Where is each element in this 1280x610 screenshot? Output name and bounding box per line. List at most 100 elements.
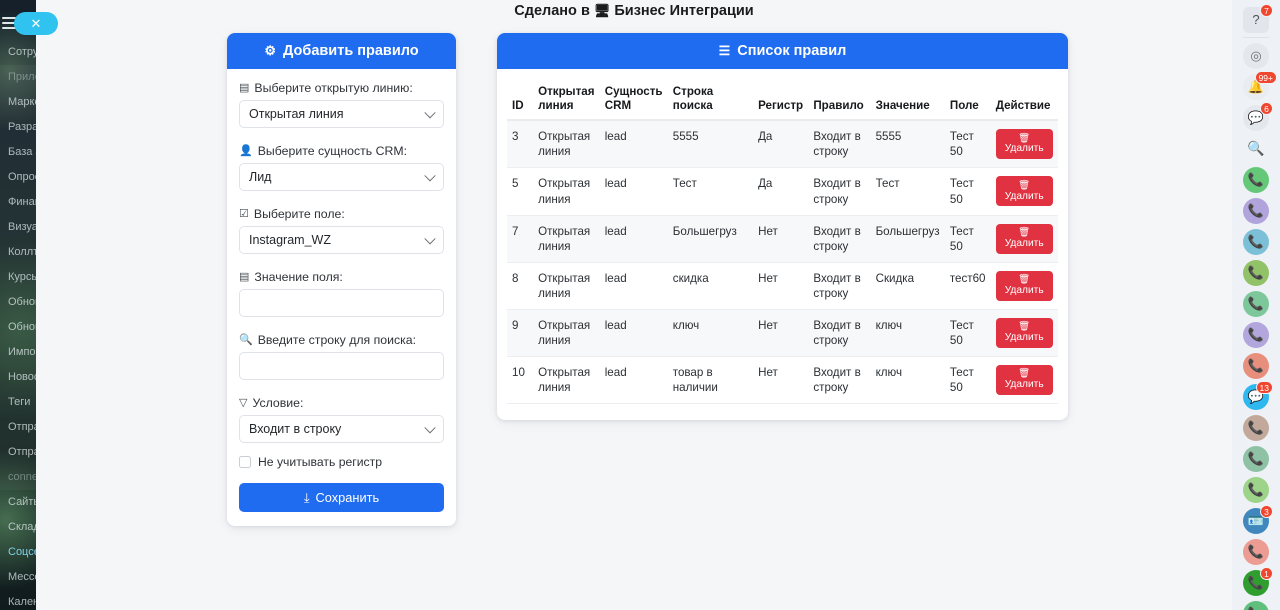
- rail-item-openline-chat[interactable]: 💬 13: [1232, 381, 1280, 412]
- table-cell-open-line: Открытая линия: [533, 215, 600, 263]
- delete-rule-button[interactable]: 🗑 Удалить: [995, 223, 1053, 254]
- background-menu-item[interactable]: База знаний: [0, 140, 36, 165]
- rail-item-contact-call-1[interactable]: 📞: [1232, 164, 1280, 195]
- notification-badge: 3: [1260, 505, 1273, 518]
- rail-item-automation[interactable]: ◎: [1232, 40, 1280, 71]
- open-line-select[interactable]: Открытая линия: [239, 100, 444, 128]
- contact-call-11[interactable]: 📞: [1243, 538, 1269, 565]
- made-by-banner: Сделано в 🖥 Бизнес Интеграции: [36, 0, 1232, 22]
- delete-rule-button-label: Удалить: [1004, 284, 1044, 296]
- rail-item-help[interactable]: ? 7: [1232, 4, 1280, 35]
- background-menu-item[interactable]: Мессенджеры: [8, 571, 36, 583]
- contact-call-6[interactable]: 📞: [1243, 321, 1269, 348]
- rail-item-contact-call-5[interactable]: 📞: [1232, 288, 1280, 319]
- background-menu-item[interactable]: Коллтрекинг: [0, 240, 36, 265]
- delete-rule-button[interactable]: 🗑 Удалить: [995, 129, 1053, 160]
- background-menu-item[interactable]: Сайты: [8, 496, 36, 508]
- background-menu-item[interactable]: connectors: [0, 465, 36, 490]
- background-menu-item[interactable]: Визуальный конструктор: [0, 215, 36, 240]
- search-string-input[interactable]: [239, 352, 444, 380]
- condition-select[interactable]: Входит в строку: [239, 415, 444, 443]
- ignore-case-checkbox[interactable]: [239, 456, 251, 468]
- background-menu-item[interactable]: Отправка писем: [0, 440, 36, 465]
- contact-call-13[interactable]: 📞: [1243, 600, 1269, 610]
- rail-item-chat[interactable]: 💬 6: [1232, 102, 1280, 133]
- background-menu-item[interactable]: Разработчикам: [0, 115, 36, 140]
- table-cell-search-string: ключ: [667, 309, 754, 357]
- delete-rule-button[interactable]: 🗑 Удалить: [995, 270, 1053, 301]
- rail-item-contact-call-10[interactable]: 📞: [1232, 474, 1280, 505]
- table-row: 9 Открытая линия lead ключ Нет Входит в строк…: [507, 309, 1058, 357]
- background-menu-item[interactable]: Новости: [0, 365, 36, 390]
- contact-call-5[interactable]: 📞: [1243, 290, 1269, 317]
- save-button[interactable]: ⤓ Сохранить: [239, 483, 444, 512]
- chat-icon[interactable]: 💬: [1243, 104, 1269, 131]
- open-line-select-value: Открытая линия: [249, 107, 344, 121]
- table-cell-search-string: Тест: [667, 167, 754, 216]
- background-menu-item[interactable]: Приложения: [0, 65, 36, 90]
- rules-table-column-header: Поле: [944, 77, 991, 122]
- field-value-input[interactable]: [239, 289, 444, 317]
- contact-call-2[interactable]: 📞: [1243, 197, 1269, 224]
- rail-item-contact-call-8[interactable]: 📞: [1232, 412, 1280, 443]
- rail-item-contact-call-11[interactable]: 📞: [1232, 536, 1280, 567]
- rail-item-contact-call-13[interactable]: 📞: [1232, 598, 1280, 610]
- table-cell-open-line: Открытая линия: [533, 120, 600, 169]
- contact-call-12[interactable]: 📞: [1243, 569, 1269, 596]
- background-menu-item[interactable]: Импорт данных: [0, 340, 36, 365]
- rail-item-notifications[interactable]: 🔔 99+: [1232, 71, 1280, 102]
- chevron-down-icon: [424, 107, 436, 119]
- crm-entity-select[interactable]: Лид: [239, 163, 444, 191]
- add-rule-card-header: ⚙ Добавить правило: [227, 33, 456, 69]
- ignore-case-label: Не учитывать регистр: [258, 455, 382, 469]
- condition-label: ▽ Условие:: [239, 396, 444, 410]
- background-menu-item[interactable]: Склад: [8, 521, 36, 533]
- contact-call-4[interactable]: 📞: [1243, 259, 1269, 286]
- delete-rule-button[interactable]: 🗑 Удалить: [995, 364, 1053, 395]
- rail-item-contact-card[interactable]: 🪪 3: [1232, 505, 1280, 536]
- rail-item-contact-call-7[interactable]: 📞: [1232, 350, 1280, 381]
- delete-rule-button-label: Удалить: [1004, 190, 1044, 202]
- background-menu-item[interactable]: Обновления: [0, 290, 36, 315]
- contact-call-1[interactable]: 📞: [1243, 166, 1269, 193]
- rules-list-card-header: ☰ Список правил: [497, 33, 1068, 69]
- delete-rule-button[interactable]: 🗑 Удалить: [995, 176, 1053, 207]
- rail-item-contact-call-12[interactable]: 📞 1: [1232, 567, 1280, 598]
- background-menu-item[interactable]: Отправка SMS: [0, 415, 36, 440]
- rail-item-search[interactable]: 🔍: [1232, 133, 1280, 164]
- automation-icon[interactable]: ◎: [1243, 42, 1269, 69]
- close-button[interactable]: ✕: [14, 12, 58, 35]
- background-menu-item[interactable]: Курсы валют: [0, 265, 36, 290]
- table-cell-open-line: Открытая линия: [533, 167, 600, 216]
- contact-call-3[interactable]: 📞: [1243, 228, 1269, 255]
- rail-item-contact-call-9[interactable]: 📞: [1232, 443, 1280, 474]
- delete-rule-button[interactable]: 🗑 Удалить: [995, 317, 1053, 348]
- table-row: 10 Открытая линия lead товар в наличии Нет Вх…: [507, 356, 1058, 405]
- contact-call-9[interactable]: 📞: [1243, 445, 1269, 472]
- background-menu-item[interactable]: Обновить лицензию: [0, 315, 36, 340]
- hamburger-menu-icon[interactable]: [2, 17, 16, 29]
- ignore-case-row[interactable]: Не учитывать регистр: [239, 455, 444, 469]
- crm-field-select[interactable]: Instagram_WZ: [239, 226, 444, 254]
- chevron-down-icon: [424, 233, 436, 245]
- background-menu-item[interactable]: Сотрудники: [8, 46, 36, 58]
- background-menu-item[interactable]: Соцсети: [8, 546, 36, 558]
- background-menu-item[interactable]: Опросы: [0, 165, 36, 190]
- background-menu-item[interactable]: Календарь: [8, 596, 36, 608]
- background-menu-item[interactable]: Маркет: [0, 90, 36, 115]
- crm-entity-select-value: Лид: [249, 170, 272, 184]
- rail-item-contact-call-2[interactable]: 📞: [1232, 195, 1280, 226]
- background-menu-item[interactable]: Финансы: [0, 190, 36, 215]
- rail-item-contact-call-3[interactable]: 📞: [1232, 226, 1280, 257]
- search-icon[interactable]: 🔍: [1247, 140, 1265, 156]
- table-cell-rule: Входит в строку: [808, 309, 871, 357]
- contact-call-8[interactable]: 📞: [1243, 414, 1269, 441]
- rail-item-contact-call-6[interactable]: 📞: [1232, 319, 1280, 350]
- contact-call-7[interactable]: 📞: [1243, 352, 1269, 379]
- rail-item-contact-call-4[interactable]: 📞: [1232, 257, 1280, 288]
- background-menu-item[interactable]: Теги: [0, 390, 36, 415]
- trash-icon: 🗑: [1018, 179, 1031, 191]
- table-cell-id: 10: [507, 356, 534, 405]
- rules-table-column-header: Открытая линия: [533, 77, 600, 122]
- contact-call-10[interactable]: 📞: [1243, 476, 1269, 503]
